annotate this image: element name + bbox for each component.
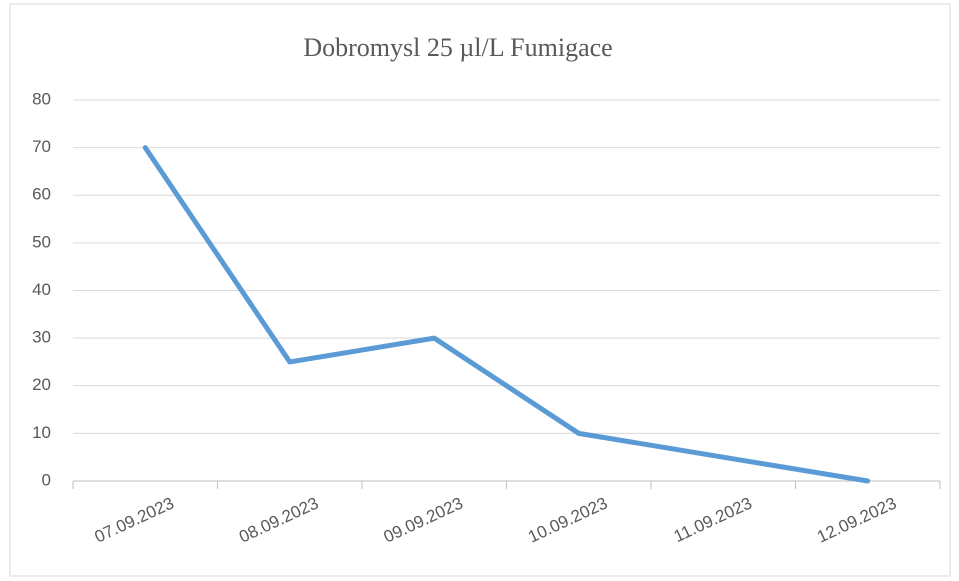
y-tick-label: 40 bbox=[32, 280, 51, 299]
y-tick-label: 30 bbox=[32, 328, 51, 347]
y-tick-label: 60 bbox=[32, 185, 51, 204]
line-series bbox=[142, 145, 871, 484]
y-tick-label: 50 bbox=[32, 232, 51, 251]
y-tick-label: 10 bbox=[32, 423, 51, 442]
y-tick-label: 80 bbox=[32, 89, 51, 108]
chart-title: Dobromysl 25 µl/L Fumigace bbox=[303, 33, 612, 62]
y-tick-label: 70 bbox=[32, 137, 51, 156]
y-tick-label: 0 bbox=[42, 470, 51, 489]
y-tick-label: 20 bbox=[32, 375, 51, 394]
